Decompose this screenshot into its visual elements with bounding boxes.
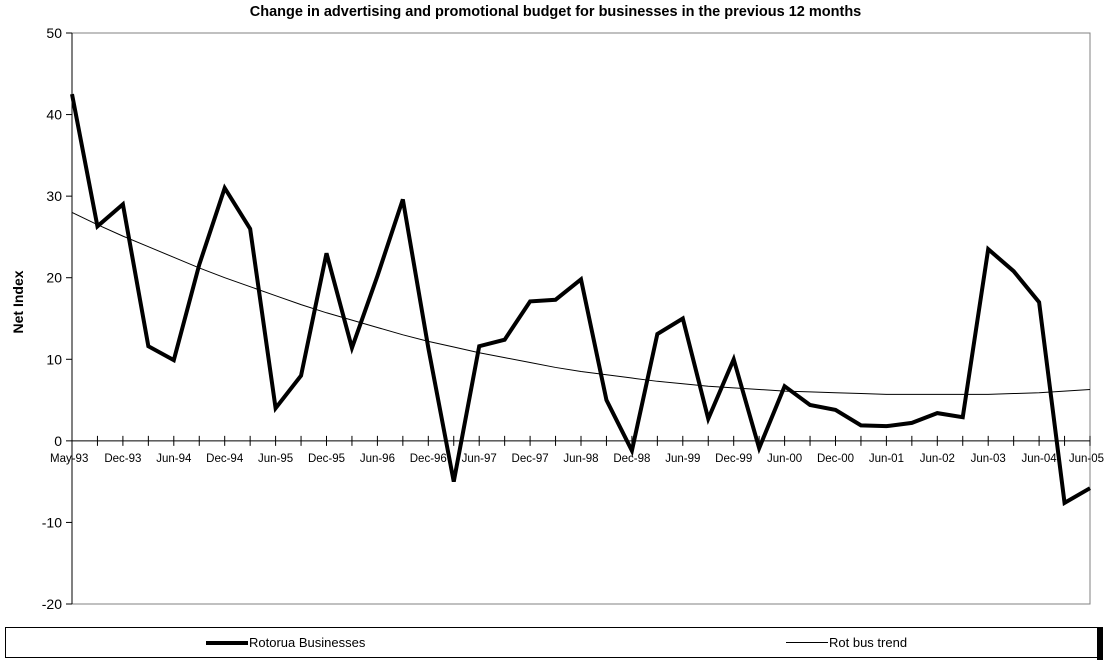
y-tick-label: 40 <box>46 107 62 123</box>
legend-item-rot-bus-trend: Rot bus trend <box>786 628 907 657</box>
x-tick-label: Jun-97 <box>462 453 497 465</box>
x-tick-label: Jun-96 <box>360 453 395 465</box>
chart-title: Change in advertising and promotional bu… <box>249 4 862 20</box>
x-tick-label: Jun-95 <box>258 453 293 465</box>
x-tick-label: Jun-00 <box>767 453 802 465</box>
plot-frame <box>71 32 1091 605</box>
x-tick-label: Dec-94 <box>206 453 244 465</box>
legend-swatch-thin <box>786 642 828 643</box>
legend-label: Rotorua Businesses <box>249 635 366 650</box>
y-tick-label: -10 <box>42 514 62 530</box>
x-tick-label: Dec-97 <box>512 453 549 465</box>
x-tick-label: Dec-98 <box>613 453 650 465</box>
x-tick-label: Jun-98 <box>563 453 598 465</box>
x-tick-label: May-93 <box>50 453 88 465</box>
x-axis: May-93 Dec-93 Jun-94 Dec-94 Jun-95 Dec-95 Jun-… <box>50 435 1104 465</box>
x-tick-label: Dec-00 <box>817 453 854 465</box>
x-tick-label: Jun-94 <box>156 453 192 465</box>
legend-swatch-thick <box>206 640 248 645</box>
x-tick-label: Dec-95 <box>308 453 345 465</box>
legend: Rotorua Businesses Rot bus trend <box>5 627 1101 658</box>
x-tick-label: Dec-99 <box>715 453 752 465</box>
plot-area <box>71 32 1091 605</box>
x-tick-label: Jun-05 <box>1069 453 1104 465</box>
x-tick-label: Jun-99 <box>665 453 700 465</box>
legend-item-rotorua-businesses: Rotorua Businesses <box>206 628 365 657</box>
x-tick-label: Jun-01 <box>869 453 904 465</box>
x-tick-label: Dec-93 <box>104 453 141 465</box>
y-tick-label: 10 <box>46 351 62 367</box>
y-axis: -20 -10 0 10 20 30 40 50 <box>42 25 73 612</box>
y-tick-label: 0 <box>54 433 62 449</box>
legend-shadow <box>1097 627 1103 660</box>
x-tick-label: Dec-96 <box>410 453 447 465</box>
x-tick-label: Jun-02 <box>920 453 955 465</box>
x-tick-label: Jun-04 <box>1022 453 1058 465</box>
y-tick-label: 20 <box>46 270 62 286</box>
y-tick-label: 50 <box>46 25 62 41</box>
legend-label: Rot bus trend <box>829 635 908 650</box>
x-tick-label: Jun-03 <box>971 453 1006 465</box>
y-axis-label: Net Index <box>10 270 26 333</box>
y-tick-label: 30 <box>46 188 62 204</box>
series-line-rot-bus-trend <box>71 212 1091 395</box>
y-tick-label: -20 <box>42 596 62 612</box>
series-layer <box>70 93 1091 507</box>
series-line-rotorua-businesses <box>70 93 1091 507</box>
